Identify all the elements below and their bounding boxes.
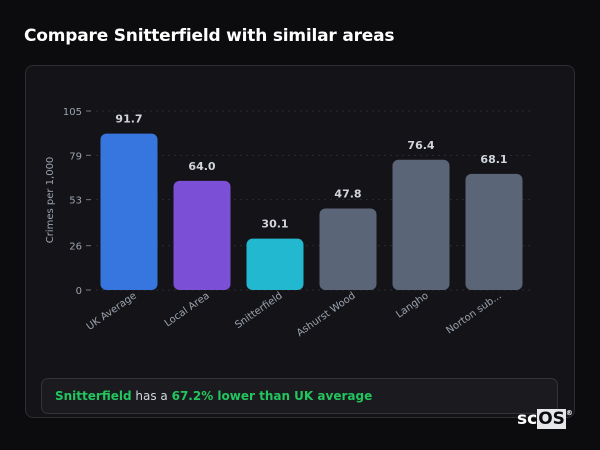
bar: [100, 133, 158, 290]
x-tick-label: Local Area: [163, 290, 212, 329]
x-tick-label: Norton sub...: [444, 290, 503, 336]
x-tick-label: Langho: [394, 290, 430, 320]
bar: [173, 180, 231, 290]
y-tick-label: 79: [69, 151, 82, 162]
bar: [246, 238, 304, 290]
bar-value-label: 64.0: [188, 160, 215, 173]
bar-value-label: 30.1: [261, 218, 288, 231]
bar: [319, 208, 377, 290]
bar: [392, 159, 450, 290]
scos-logo: scOS®: [517, 409, 573, 429]
comparison-callout: Snitterfield has a 67.2% lower than UK a…: [41, 378, 558, 414]
y-axis-label: Crimes per 1,000: [45, 157, 56, 244]
y-tick-label: 53: [69, 196, 82, 207]
x-tick-label: Snitterfield: [233, 290, 284, 331]
callout-text: has a: [131, 389, 172, 403]
bar-value-label: 68.1: [480, 153, 507, 166]
y-tick-label: 0: [76, 286, 82, 297]
x-tick-label: Ashurst Wood: [295, 290, 358, 339]
bar-value-label: 91.7: [115, 113, 142, 126]
callout-area: Snitterfield: [55, 389, 132, 403]
page-title: Compare Snitterfield with similar areas: [24, 26, 395, 46]
y-tick-label: 26: [69, 242, 82, 253]
bar-value-label: 76.4: [407, 139, 434, 152]
callout-highlight: 67.2% lower than UK average: [171, 389, 373, 403]
y-tick-label: 105: [63, 107, 82, 118]
bar: [465, 173, 523, 290]
x-tick-label: UK Average: [85, 290, 139, 332]
bar-value-label: 47.8: [334, 188, 361, 201]
